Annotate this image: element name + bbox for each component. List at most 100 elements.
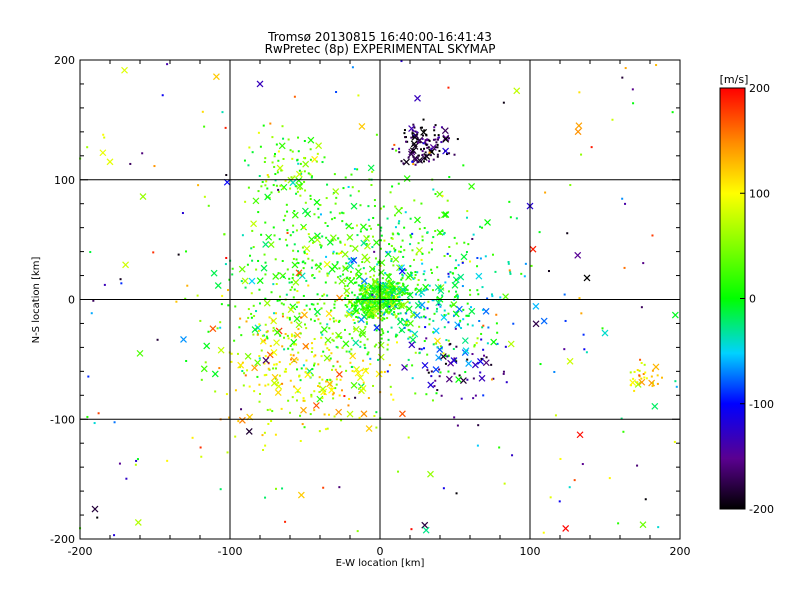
scatter-dot <box>263 431 266 434</box>
scatter-dot <box>245 320 248 323</box>
scatter-dot <box>353 327 356 330</box>
scatter-dot <box>391 185 394 188</box>
scatter-dot <box>281 382 284 385</box>
scatter-dot <box>297 273 300 276</box>
scatter-dot <box>335 336 338 339</box>
scatter-dot <box>380 333 383 336</box>
scatter-dot <box>487 326 490 329</box>
scatter-dot <box>673 440 676 443</box>
scatter-dot <box>286 316 289 319</box>
scatter-dot <box>407 156 410 159</box>
scatter-dot <box>286 244 289 247</box>
scatter-x-stroke <box>403 175 411 182</box>
scatter-x-mark <box>271 373 279 381</box>
scatter-x-mark <box>267 241 275 248</box>
scatter-dot <box>243 372 246 375</box>
scatter-dot <box>426 369 429 372</box>
scatter-dot <box>502 101 505 104</box>
scatter-dot <box>287 337 290 340</box>
scatter-dot <box>253 315 256 318</box>
scatter-x-mark <box>397 318 404 326</box>
scatter-dot <box>590 146 593 149</box>
scatter-dot <box>434 230 437 233</box>
scatter-dot <box>454 327 457 330</box>
scatter-x-stroke <box>273 328 281 336</box>
scatter-dot <box>578 91 581 94</box>
scatter-x-stroke <box>304 371 312 379</box>
scatter-dot <box>291 348 294 351</box>
colorbar-tick-label: 200 <box>749 82 770 95</box>
scatter-dot <box>263 374 266 377</box>
scatter-x-mark <box>345 222 353 230</box>
scatter-dot <box>305 345 308 348</box>
scatter-dot <box>349 361 352 364</box>
scatter-dot <box>484 255 487 258</box>
scatter-dot <box>333 306 336 309</box>
scatter-dot <box>406 140 409 143</box>
scatter-dot <box>281 487 284 490</box>
scatter-dot <box>332 252 335 255</box>
scatter-x-stroke <box>529 245 537 253</box>
scatter-dot <box>268 368 271 371</box>
scatter-dot <box>251 229 254 232</box>
scatter-dot <box>267 422 270 425</box>
scatter-dot <box>418 227 421 230</box>
scatter-dot <box>266 337 269 340</box>
scatter-x-stroke <box>313 198 321 206</box>
scatter-dot <box>423 157 426 160</box>
scatter-dot <box>255 268 258 271</box>
scatter-dot <box>427 146 430 149</box>
scatter-dot <box>455 345 458 348</box>
scatter-dot <box>311 274 314 277</box>
scatter-dot <box>482 348 485 351</box>
scatter-x-stroke <box>471 361 479 369</box>
chart-subtitle: RwPretec (8p) EXPERIMENTAL SKYMAP <box>265 42 496 56</box>
scatter-dot <box>432 138 435 141</box>
scatter-dot <box>260 233 263 236</box>
scatter-dot <box>291 286 294 289</box>
scatter-x-stroke <box>465 360 473 368</box>
scatter-dot <box>351 66 354 69</box>
scatter-dot <box>296 358 299 361</box>
scatter-x-mark <box>427 470 434 478</box>
scatter-x-mark <box>244 352 252 360</box>
scatter-dot <box>357 320 360 323</box>
scatter-dot <box>385 303 388 306</box>
scatter-dot <box>315 160 318 163</box>
scatter-x-mark <box>415 247 423 254</box>
scatter-dot <box>351 227 354 230</box>
scatter-dot <box>392 294 395 297</box>
scatter-x-mark <box>358 387 365 395</box>
scatter-x-stroke <box>307 136 315 144</box>
scatter-dot <box>291 396 294 399</box>
scatter-dot <box>375 133 378 136</box>
scatter-dot <box>332 365 335 368</box>
scatter-dot <box>372 274 375 277</box>
scatter-dot <box>502 370 505 373</box>
scatter-dot <box>470 306 473 309</box>
scatter-dot <box>421 235 424 238</box>
scatter-dot <box>119 278 122 281</box>
scatter-x-stroke <box>320 388 328 396</box>
scatter-dot <box>281 259 284 262</box>
scatter-x-mark <box>377 269 385 276</box>
scatter-dot <box>405 140 408 143</box>
scatter-dot <box>391 237 394 240</box>
scatter-x-mark <box>290 356 298 364</box>
scatter-dot <box>391 147 394 150</box>
scatter-x-stroke <box>414 216 421 224</box>
scatter-dot <box>466 378 469 381</box>
scatter-dot <box>365 292 368 295</box>
scatter-x-mark <box>280 183 288 191</box>
scatter-dot <box>422 118 425 121</box>
scatter-dot <box>361 293 364 296</box>
scatter-x-stroke <box>223 178 231 186</box>
scatter-dot <box>364 325 367 328</box>
scatter-x-mark <box>302 342 310 350</box>
scatter-x-mark <box>210 269 218 277</box>
scatter-x-mark <box>248 277 256 285</box>
scatter-dot <box>348 308 351 311</box>
scatter-dot <box>305 304 308 307</box>
scatter-dot <box>436 346 439 349</box>
